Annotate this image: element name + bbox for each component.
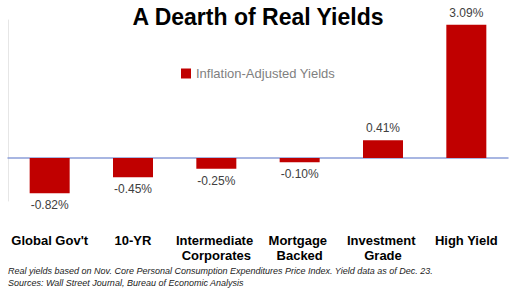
svg-text:10-YR: 10-YR xyxy=(115,233,152,248)
svg-text:-0.10%: -0.10% xyxy=(281,167,319,181)
svg-text:0.41%: 0.41% xyxy=(366,121,400,135)
svg-text:Real yields based on Nov. Core: Real yields based on Nov. Core Personal … xyxy=(8,266,433,276)
svg-text:High Yield: High Yield xyxy=(435,233,498,248)
svg-text:Intermediate: Intermediate xyxy=(176,233,257,248)
svg-text:A Dearth of Real Yields: A Dearth of Real Yields xyxy=(133,4,384,30)
svg-text:-0.25%: -0.25% xyxy=(197,174,235,188)
svg-text:3.09%: 3.09% xyxy=(449,6,483,20)
svg-text:Corporates: Corporates xyxy=(182,248,251,263)
svg-text:Backed: Backed xyxy=(277,248,323,263)
svg-text:-0.45%: -0.45% xyxy=(114,182,152,196)
svg-text:Investment: Investment xyxy=(347,233,419,248)
svg-text:Sources: Wall Street Journal,: Sources: Wall Street Journal, Bureau of … xyxy=(8,278,244,288)
svg-text:Global Gov't: Global Gov't xyxy=(11,233,88,248)
svg-text:-0.82%: -0.82% xyxy=(31,198,69,212)
svg-text:Mortgage: Mortgage xyxy=(269,233,331,248)
svg-text:Inflation-Adjusted Yields: Inflation-Adjusted Yields xyxy=(196,66,335,81)
svg-text:Grade: Grade xyxy=(364,248,402,263)
